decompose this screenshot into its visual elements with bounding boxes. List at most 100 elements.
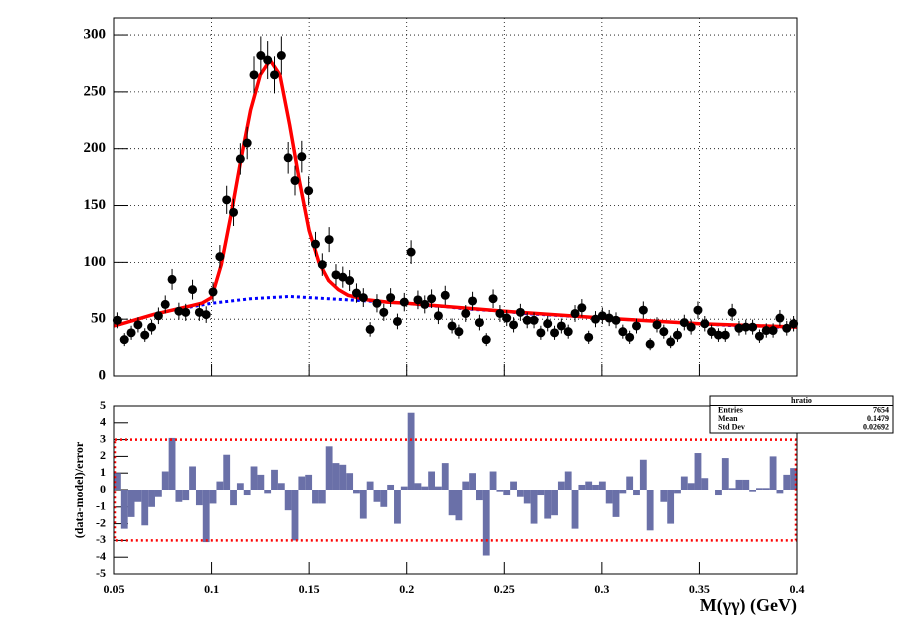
data-point: [563, 327, 573, 337]
data-point: [201, 310, 211, 320]
bar: [189, 466, 196, 490]
data-point: [174, 306, 184, 316]
bar: [257, 474, 265, 490]
data-point: [242, 138, 252, 148]
y-tick-label: -3: [96, 532, 106, 546]
bar: [769, 456, 777, 490]
y-tick-label: 50: [91, 311, 106, 327]
y-tick-label: -5: [96, 566, 106, 580]
data-point: [679, 318, 689, 328]
data-point: [345, 276, 355, 286]
data-point: [659, 327, 669, 337]
data-point: [331, 270, 341, 280]
data-point: [222, 195, 232, 205]
data-point: [235, 154, 245, 164]
x-tick-label: 0.2: [399, 582, 414, 596]
data-point: [447, 321, 457, 331]
data-point: [604, 313, 614, 323]
data-point: [515, 307, 525, 317]
bar: [612, 490, 620, 517]
bar: [571, 490, 579, 529]
plot-frame: [113, 405, 798, 575]
data-point: [597, 311, 607, 321]
bar: [435, 486, 442, 490]
bar: [134, 490, 142, 502]
bar: [557, 481, 565, 490]
bar: [783, 474, 791, 490]
bar: [312, 490, 319, 504]
data-point: [543, 319, 553, 329]
bar: [284, 490, 292, 511]
data-point: [522, 315, 532, 325]
bar: [264, 490, 272, 494]
data-point: [372, 298, 382, 308]
data-point: [734, 323, 744, 333]
plot-frame: [113, 17, 798, 377]
bar: [721, 458, 729, 490]
bar: [154, 490, 162, 497]
bar: [373, 490, 381, 502]
bar: [175, 490, 183, 502]
data-point: [707, 327, 717, 337]
data-point: [413, 295, 423, 305]
bar: [680, 476, 688, 490]
bar: [756, 488, 763, 490]
data-point: [399, 297, 409, 307]
data-point: [167, 274, 177, 284]
bar: [216, 481, 224, 490]
bar: [120, 490, 128, 529]
data-point: [775, 313, 785, 323]
y-tick-label: -1: [96, 499, 106, 513]
bar: [407, 412, 415, 490]
bar: [523, 490, 531, 504]
data-point: [119, 335, 129, 345]
data-point: [782, 323, 792, 333]
data-point: [754, 331, 764, 341]
data-point: [700, 319, 710, 329]
y-axis-title: (data-model)/error: [72, 441, 86, 538]
bar: [510, 481, 517, 490]
stats-label: Entries: [718, 406, 743, 415]
y-tick-label: 0: [99, 367, 107, 383]
y-tick-label: 150: [84, 197, 107, 213]
stats-value: 0.02692: [863, 423, 889, 432]
data-point: [188, 285, 198, 295]
data-point: [365, 324, 375, 334]
bar: [469, 473, 476, 490]
bar: [209, 490, 217, 504]
stats-value: 7654: [873, 406, 889, 415]
bar: [366, 481, 374, 490]
data-point: [392, 316, 402, 326]
data-point: [584, 332, 594, 342]
data-point: [427, 294, 437, 304]
data-point: [263, 55, 273, 65]
y-tick-label: -4: [96, 549, 106, 563]
bar: [496, 490, 504, 492]
bar: [701, 478, 709, 490]
bar: [694, 453, 702, 490]
bar: [728, 488, 736, 490]
data-point: [310, 239, 320, 249]
data-point: [160, 299, 170, 309]
bar: [537, 490, 545, 496]
x-tick-label: 0.25: [494, 582, 515, 596]
bar: [462, 481, 470, 490]
bar: [236, 483, 244, 490]
y-tick-label: 250: [84, 83, 107, 99]
data-point: [386, 293, 396, 303]
reference-band: [113, 438, 798, 542]
data-point: [276, 51, 286, 61]
bar: [742, 479, 750, 490]
bar: [325, 446, 333, 490]
data-point: [249, 70, 259, 80]
y-tick-label: -2: [96, 515, 106, 529]
data-point: [324, 235, 334, 245]
bar: [790, 468, 797, 490]
x-tick-label: 0.05: [104, 582, 125, 596]
bar: [195, 490, 203, 506]
data-point: [256, 51, 266, 61]
data-point: [577, 303, 587, 313]
stats-value: 0.1479: [867, 414, 889, 423]
bar: [503, 490, 511, 496]
